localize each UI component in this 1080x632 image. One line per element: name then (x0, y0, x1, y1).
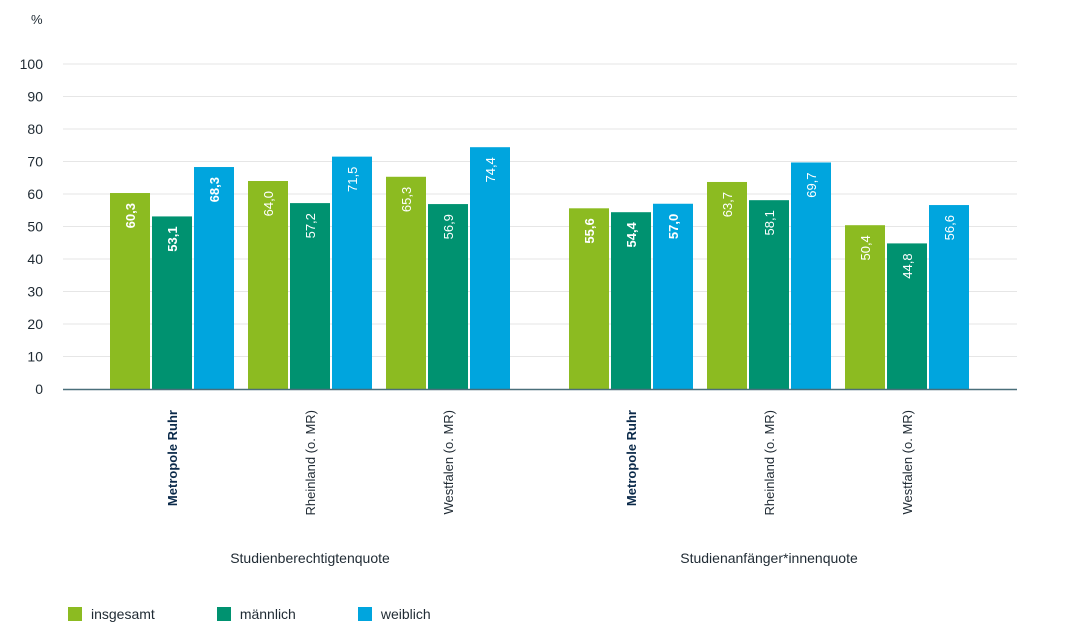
bar (470, 147, 510, 389)
bar (290, 203, 330, 389)
legend-swatch-maennlich (216, 607, 231, 621)
bar (749, 200, 789, 389)
y-tick-label: 20 (27, 316, 43, 332)
category-label: Rheinland (o. MR) (762, 410, 777, 516)
y-tick-label: 80 (27, 121, 43, 137)
bar-data-label: 63,7 (720, 192, 735, 217)
bar-data-label: 50,4 (858, 235, 873, 260)
y-tick-label: 10 (27, 349, 43, 365)
y-tick-label: 50 (27, 219, 43, 235)
category-label: Rheinland (o. MR) (303, 410, 318, 516)
legend-swatch-insgesamt (68, 607, 82, 621)
bar (248, 181, 288, 389)
bar (386, 176, 426, 389)
bar (707, 181, 747, 389)
bar-chart: % 0 10 20 30 40 50 60 70 80 90 100 60,3 53,1 68,3 Metro… (20, 12, 1017, 566)
group-label: Studienanfänger*innenquote (680, 550, 858, 566)
bar-data-label: 54,4 (624, 221, 639, 247)
y-tick-label: 70 (27, 154, 43, 170)
category-label: Westfalen (o. MR) (900, 410, 915, 515)
bar-data-label: 71,5 (345, 167, 360, 192)
bar-data-label: 56,9 (441, 214, 456, 239)
bar (887, 243, 927, 389)
bar (332, 156, 372, 389)
bar (845, 225, 885, 389)
bar-data-label: 56,6 (942, 215, 957, 240)
bar-data-label: 58,1 (762, 210, 777, 235)
y-axis-unit-label: % (31, 12, 43, 27)
bar (194, 167, 234, 389)
y-tick-label: 30 (27, 284, 43, 300)
legend-item-maennlich: männlich (216, 606, 296, 622)
bar (653, 203, 693, 389)
legend-item-insgesamt: insgesamt (68, 606, 155, 622)
bar (428, 204, 468, 389)
legend-label-weiblich: weiblich (380, 606, 431, 622)
bar (791, 162, 831, 389)
legend-label-maennlich: männlich (239, 606, 296, 622)
legend-swatch-weiblich (357, 607, 372, 621)
legend-item-weiblich: weiblich (357, 606, 431, 622)
bar-data-label: 44,8 (900, 253, 915, 278)
bar (569, 208, 609, 389)
bar-data-label: 57,2 (303, 213, 318, 238)
bar-data-label: 65,3 (399, 187, 414, 212)
y-tick-label: 100 (20, 56, 44, 72)
legend-label-insgesamt: insgesamt (91, 606, 155, 622)
legend: insgesamt männlich weiblich (68, 604, 493, 624)
bar-data-label: 74,4 (483, 157, 498, 182)
bar (152, 216, 192, 389)
bar-data-label: 69,7 (804, 172, 819, 197)
bar (110, 193, 150, 389)
bar-data-label: 64,0 (261, 191, 276, 216)
y-tick-label: 60 (27, 186, 43, 202)
bar (611, 212, 651, 389)
category-label: Metropole Ruhr (165, 410, 180, 506)
bar (929, 205, 969, 389)
group-label: Studienberechtigtenquote (230, 550, 390, 566)
bar-data-label: 53,1 (165, 226, 180, 251)
bar-data-label: 68,3 (207, 177, 222, 202)
category-label: Westfalen (o. MR) (441, 410, 456, 515)
bar-data-label: 57,0 (666, 214, 681, 239)
category-label: Metropole Ruhr (624, 410, 639, 506)
bar-data-label: 60,3 (123, 203, 138, 228)
bar-data-label: 55,6 (582, 218, 597, 243)
y-tick-label: 90 (27, 89, 43, 105)
y-tick-label: 0 (35, 381, 43, 397)
y-tick-label: 40 (27, 251, 43, 267)
